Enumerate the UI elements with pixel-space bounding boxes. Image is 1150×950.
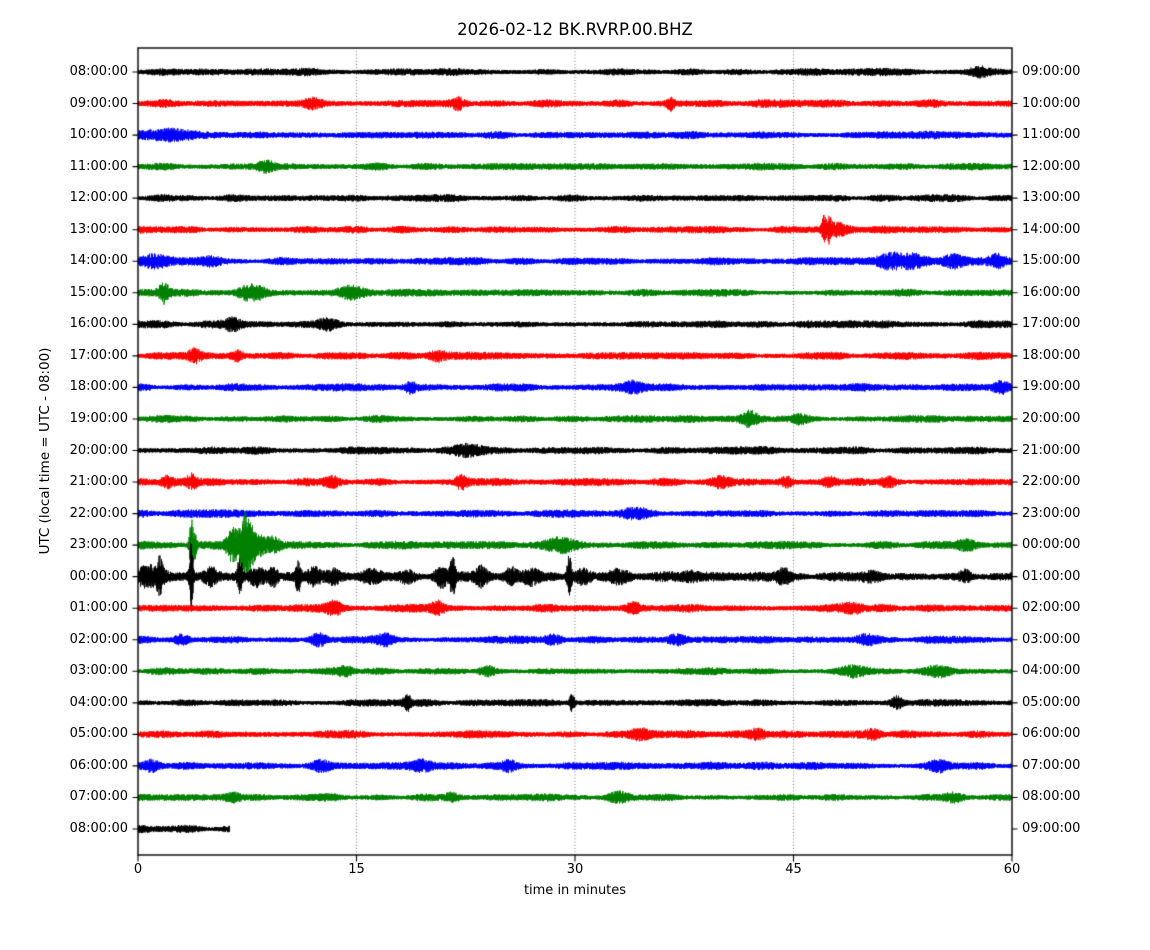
local-time-label: 02:00:00 [1022, 600, 1081, 616]
x-tick-label: 30 [566, 862, 584, 877]
utc-time-label: 06:00:00 [69, 757, 128, 773]
local-time-label: 10:00:00 [1022, 95, 1081, 111]
local-time-label: 18:00:00 [1022, 347, 1081, 363]
local-time-label: 06:00:00 [1022, 726, 1081, 742]
local-time-label: 09:00:00 [1022, 64, 1081, 79]
x-tick-label: 15 [348, 862, 365, 877]
utc-time-label: 05:00:00 [69, 726, 128, 742]
x-axis-label: time in minutes [523, 883, 627, 898]
utc-time-label: 20:00:00 [69, 442, 128, 458]
utc-time-label: 00:00:00 [69, 568, 128, 584]
utc-time-label: 03:00:00 [69, 663, 128, 679]
utc-time-label: 13:00:00 [69, 221, 128, 237]
utc-time-label: 23:00:00 [69, 537, 128, 553]
utc-time-label: 08:00:00 [69, 821, 128, 836]
utc-time-label: 21:00:00 [69, 474, 128, 490]
utc-time-label: 08:00:00 [69, 64, 128, 79]
local-time-label: 15:00:00 [1022, 253, 1081, 269]
local-time-label: 11:00:00 [1022, 127, 1081, 143]
local-time-label: 01:00:00 [1022, 568, 1081, 584]
chart-title: 2026-02-12 BK.RVRP.00.BHZ [457, 20, 693, 39]
utc-time-label: 18:00:00 [69, 379, 128, 395]
local-time-label: 00:00:00 [1022, 537, 1081, 553]
local-time-label: 17:00:00 [1022, 316, 1081, 332]
local-time-label: 12:00:00 [1022, 158, 1081, 174]
utc-time-label: 07:00:00 [69, 789, 128, 805]
utc-time-label: 04:00:00 [69, 694, 128, 710]
utc-time-label: 17:00:00 [69, 347, 128, 363]
local-time-label: 05:00:00 [1022, 694, 1081, 710]
utc-time-label: 14:00:00 [69, 253, 128, 269]
local-time-label: 21:00:00 [1022, 442, 1081, 458]
local-time-label: 23:00:00 [1022, 505, 1081, 521]
utc-time-label: 12:00:00 [69, 190, 128, 206]
utc-time-label: 19:00:00 [69, 410, 128, 426]
utc-time-label: 01:00:00 [69, 600, 128, 616]
local-time-label: 07:00:00 [1022, 757, 1081, 773]
local-time-label: 22:00:00 [1022, 474, 1081, 490]
local-time-label: 04:00:00 [1022, 663, 1081, 679]
local-time-label: 16:00:00 [1022, 284, 1081, 300]
utc-time-label: 22:00:00 [69, 505, 128, 521]
x-tick-label: 60 [1003, 862, 1021, 877]
local-time-label: 14:00:00 [1022, 221, 1081, 237]
local-time-label: 13:00:00 [1022, 190, 1081, 206]
local-time-label: 20:00:00 [1022, 410, 1081, 426]
utc-time-label: 09:00:00 [69, 95, 128, 111]
utc-time-label: 02:00:00 [69, 631, 128, 647]
x-tick-label: 0 [133, 862, 143, 877]
local-time-label: 03:00:00 [1022, 631, 1081, 647]
utc-time-label: 16:00:00 [69, 316, 128, 332]
local-time-label: 19:00:00 [1022, 379, 1081, 395]
local-time-label: 09:00:00 [1022, 821, 1081, 836]
utc-time-label: 10:00:00 [69, 127, 128, 143]
utc-time-label: 11:00:00 [69, 158, 128, 174]
x-tick-label: 45 [785, 862, 802, 877]
local-time-label: 08:00:00 [1022, 789, 1081, 805]
utc-time-label: 15:00:00 [69, 284, 128, 300]
